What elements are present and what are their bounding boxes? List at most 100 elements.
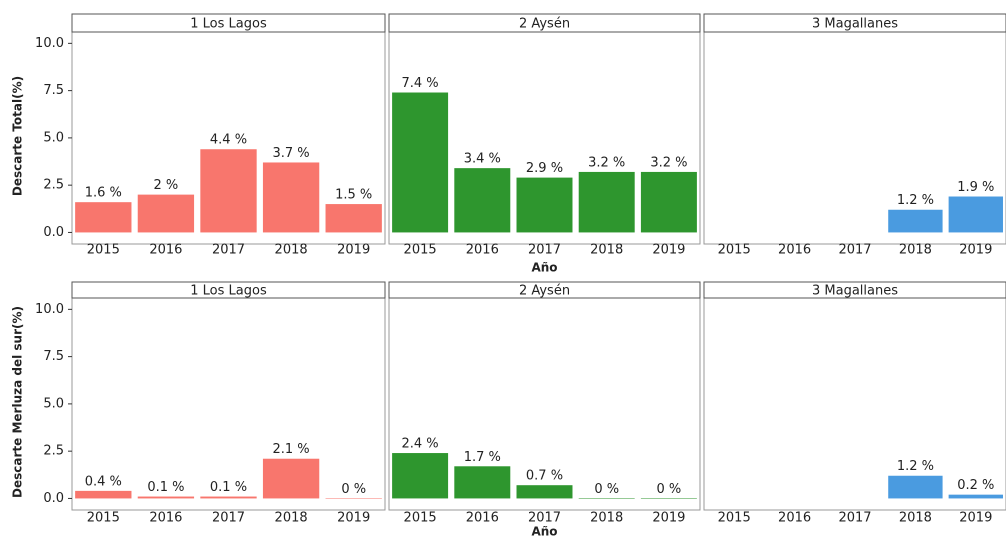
y-tick-label: 2.5 (43, 178, 64, 193)
value-label: 0 % (594, 482, 619, 497)
value-label: 1.7 % (464, 450, 501, 465)
x-tick-label: 2015 (718, 243, 751, 258)
value-label: 0.4 % (85, 474, 122, 489)
bar (578, 498, 635, 499)
bar (888, 475, 943, 499)
facet-title: 1 Los Lagos (190, 17, 267, 32)
bar (392, 453, 449, 499)
value-label: 0.1 % (147, 480, 184, 495)
x-tick-label: 2018 (899, 511, 932, 526)
strip (71, 281, 386, 299)
x-tick-label: 2016 (149, 243, 182, 258)
strip (388, 13, 701, 33)
value-label: 0.2 % (957, 478, 994, 493)
value-label: 0 % (657, 482, 682, 497)
value-label: 2.9 % (526, 161, 563, 176)
bar (137, 496, 195, 499)
value-label: 1.2 % (897, 459, 934, 474)
y-tick-label: 0.0 (43, 225, 64, 240)
facet-title: 3 Magallanes (812, 17, 898, 32)
x-tick-label: 2015 (718, 511, 751, 526)
x-tick-label: 2019 (337, 243, 370, 258)
x-tick-label: 2018 (275, 243, 308, 258)
y-tick-label: 5.0 (43, 130, 64, 145)
bar (516, 485, 573, 499)
x-tick-label: 2019 (959, 511, 992, 526)
x-tick-label: 2018 (899, 243, 932, 258)
x-tick-label: 2016 (466, 243, 499, 258)
x-tick-label: 2016 (778, 243, 811, 258)
value-label: 0.7 % (526, 469, 563, 484)
bar (640, 171, 697, 233)
x-tick-label: 2015 (404, 511, 437, 526)
bar (640, 498, 697, 499)
x-tick-label: 2016 (466, 511, 499, 526)
y-tick-label: 10.0 (35, 302, 64, 317)
y-tick-label: 7.5 (43, 349, 64, 364)
y-tick-label: 5.0 (43, 396, 64, 411)
bar (200, 149, 257, 233)
x-tick-label: 2017 (212, 511, 245, 526)
value-label: 2.4 % (402, 437, 439, 452)
y-tick-label: 7.5 (43, 83, 64, 98)
bar (325, 498, 382, 499)
bar (137, 194, 195, 233)
x-tick-label: 2018 (590, 511, 623, 526)
bar (516, 177, 573, 233)
x-axis-label: Año (531, 525, 557, 538)
value-label: 4.4 % (210, 133, 247, 148)
value-label: 1.9 % (957, 180, 994, 195)
x-tick-label: 2019 (652, 243, 685, 258)
value-label: 1.6 % (85, 186, 122, 201)
value-label: 0.1 % (210, 480, 247, 495)
value-label: 3.4 % (464, 152, 501, 167)
bar (392, 92, 449, 233)
y-tick-label: 10.0 (35, 36, 64, 51)
x-axis-label: Año (531, 261, 557, 275)
bar (578, 171, 635, 233)
value-label: 1.2 % (897, 193, 934, 208)
x-tick-label: 2019 (959, 243, 992, 258)
facet-title: 3 Magallanes (812, 284, 898, 299)
facet-title: 2 Aysén (519, 284, 570, 299)
value-label: 7.4 % (402, 76, 439, 91)
facet-title: 1 Los Lagos (190, 284, 267, 299)
x-tick-label: 2017 (528, 511, 561, 526)
x-tick-label: 2017 (838, 243, 871, 258)
bar (75, 490, 132, 499)
bar (454, 466, 511, 499)
strip (703, 13, 1006, 33)
value-label: 3.2 % (650, 155, 687, 170)
value-label: 3.7 % (273, 146, 310, 161)
x-tick-label: 2015 (87, 243, 120, 258)
strip (71, 13, 386, 33)
bar (948, 494, 1003, 499)
value-label: 2.1 % (273, 442, 310, 457)
x-tick-label: 2018 (275, 511, 308, 526)
x-tick-label: 2016 (778, 511, 811, 526)
bar (75, 202, 132, 233)
y-axis-label: Descarte Merluza del sur(%) (11, 306, 25, 498)
value-label: 2 % (154, 178, 179, 193)
x-tick-label: 2017 (838, 511, 871, 526)
x-tick-label: 2016 (149, 511, 182, 526)
y-tick-label: 2.5 (43, 444, 64, 459)
facet-title: 2 Aysén (519, 17, 570, 32)
bar (200, 496, 257, 499)
strip (703, 281, 1006, 299)
bar (888, 209, 943, 233)
x-tick-label: 2017 (212, 243, 245, 258)
value-label: 1.5 % (335, 188, 372, 203)
x-tick-label: 2018 (590, 243, 623, 258)
x-tick-label: 2017 (528, 243, 561, 258)
y-axis-label: Descarte Total(%) (11, 76, 25, 196)
value-label: 0 % (341, 482, 366, 497)
strip (388, 281, 701, 299)
x-tick-label: 2019 (337, 511, 370, 526)
value-label: 3.2 % (588, 155, 625, 170)
bar (262, 162, 320, 233)
x-tick-label: 2015 (404, 243, 437, 258)
bar (262, 458, 320, 499)
y-tick-label: 0.0 (43, 491, 64, 506)
